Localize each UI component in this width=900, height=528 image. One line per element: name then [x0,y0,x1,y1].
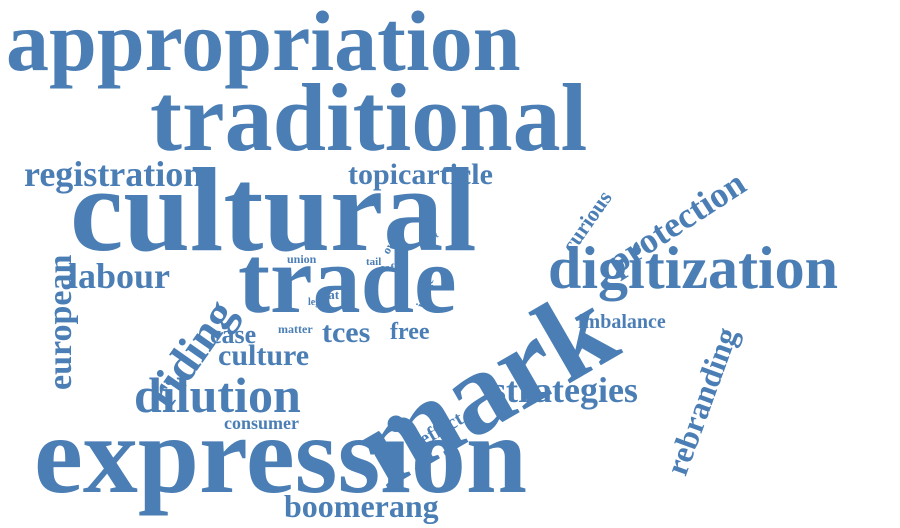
word-strategies: strategies [492,370,638,410]
word-registration: registration [24,154,204,194]
word-coat: coat [316,287,340,302]
word-trade: trade [238,226,457,333]
word-imbalance: imbalance [578,311,666,333]
word-topicarticle: topicarticle [348,158,493,191]
word-expression: expression [34,394,528,516]
word-free: free [390,319,430,345]
word-case: case [210,320,257,349]
word-matter: matter [278,322,313,336]
word-cultural: cultural [70,143,477,276]
word-legal: legal [308,297,328,308]
word-rebranding: rebranding [658,322,745,480]
word-eof: eof [380,262,395,274]
word-appropriation: appropriation [6,0,521,89]
word-traditional: traditional [150,64,588,171]
word-labour: labour [68,256,171,296]
word-consumer: consumer [224,413,299,433]
word-culture: culture [218,339,310,372]
word-boomerang: boomerang [284,488,439,524]
word-tces: tces [322,316,371,349]
word-digitization: digitization [548,235,839,301]
word-union: union [287,252,317,266]
word-tail: tail [366,256,382,268]
word-dilution: dilution [134,367,301,423]
